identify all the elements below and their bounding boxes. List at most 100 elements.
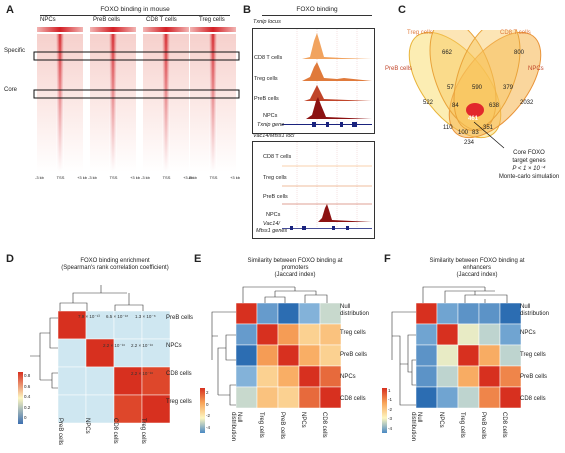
panel-f-col-1: NPCs — [438, 412, 444, 428]
panel-d-heatmap — [57, 310, 171, 428]
venn-count-110: 110 — [443, 125, 453, 131]
panel-a-letter: A — [6, 4, 14, 16]
heatmap-cell-e-2-1 — [256, 344, 279, 367]
venn-count-662: 662 — [442, 50, 453, 56]
venn-count-2032: 2032 — [520, 100, 534, 106]
panel-a-core-box — [33, 89, 240, 99]
venn-label-preb: PreB cells — [385, 66, 413, 72]
heatmap-cell-f-3-3 — [478, 365, 501, 388]
panel-b-locus2-frame — [252, 141, 375, 239]
venn-cd8-ellipse — [453, 30, 521, 131]
heatmap-cell-f-2-4 — [499, 344, 522, 367]
panel-f-row-0: Null — [520, 304, 531, 310]
panel-e-col-3: NPCs — [300, 412, 306, 428]
heatmap-cell-e-4-3 — [298, 386, 321, 409]
heatmap-cell-e-1-2 — [277, 323, 300, 346]
pvalue-6: 2.2 × 10⁻¹⁶ — [131, 371, 154, 376]
panel-f-col-4: CD8 cells — [501, 412, 507, 438]
panel-d-row-3: Treg cells — [166, 399, 192, 405]
panel-a-col-treg: Treg cells — [199, 17, 225, 23]
panel-e-row-1: Treg cells — [340, 330, 366, 336]
panel-e-letter: E — [194, 253, 202, 265]
panel-f-col-3: PreB cells — [480, 412, 486, 440]
heatmap-cell-e-4-0 — [235, 386, 258, 409]
heatmap-cell-f-1-3 — [478, 323, 501, 346]
panel-d-colorbar-ticks: 0.8 0.6 0.4 0.2 0 — [24, 373, 31, 420]
panel-e-row-0: Null — [340, 304, 351, 310]
heatmap-cell-f-2-2 — [457, 344, 480, 367]
venn-count-84: 84 — [452, 103, 459, 109]
pvalue-3: 1.3 × 10⁻⁸ — [135, 314, 156, 319]
heatmap-cell-d-3-2 — [113, 394, 143, 424]
heatmap-cell-d-0-1 — [85, 310, 115, 340]
panel-f-row-3: PreB cells — [520, 374, 548, 380]
panel-a-row-specific: Specific — [4, 48, 26, 54]
heatmap-cell-e-1-1 — [256, 323, 279, 346]
venn-count-522: 522 — [423, 100, 434, 106]
panel-e-row-dendrogram — [211, 311, 236, 406]
heatmap-cell-f-2-3 — [478, 344, 501, 367]
heatmap-cell-d-1-2 — [113, 338, 143, 368]
heatmap-cell-e-0-3 — [298, 302, 321, 325]
panel-a-title: FOXO binding in mouse — [100, 6, 170, 13]
txnip-cd8-track — [282, 33, 372, 59]
heatmap-cell-e-1-0 — [235, 323, 258, 346]
panel-f-col-0: Null distribution — [410, 412, 422, 442]
panel-b-l1-npcs: NPCs — [263, 113, 278, 119]
panel-d-title: FOXO binding enrichment (Spearman's rank … — [61, 258, 169, 271]
panel-f-row-4: CD8 cells — [520, 396, 546, 402]
heatmap-cell-e-0-0 — [235, 302, 258, 325]
heatmap-cell-e-4-2 — [277, 386, 300, 409]
heatmap-cell-f-0-0 — [415, 302, 438, 325]
heatmap-cell-d-2-1 — [85, 366, 115, 396]
panel-e-title: Similarity between FOXO binding at promot… — [247, 258, 343, 278]
heatmap-cell-f-3-0 — [415, 365, 438, 388]
panel-d-col-dendrogram — [59, 285, 144, 311]
panel-b-letter: B — [243, 4, 251, 16]
panel-e-col-1: Treg cells — [258, 412, 264, 438]
heatmap-cell-d-1-3 — [141, 338, 171, 368]
panel-c-pointer — [473, 121, 505, 149]
heatmap-cell-e-2-0 — [235, 344, 258, 367]
venn-count-461: 461 — [468, 116, 479, 122]
heatmap-cell-f-3-1 — [436, 365, 459, 388]
panel-a-title-rule — [40, 15, 230, 16]
heatmap-cell-d-1-1 — [85, 338, 115, 368]
heatmap-cell-e-3-0 — [235, 365, 258, 388]
panel-a-row-core: Core — [4, 87, 18, 93]
panel-d-row-dendrogram — [30, 317, 58, 389]
heatmap-cell-f-4-1 — [436, 386, 459, 409]
panel-e-col-4: CD8 cells — [321, 412, 327, 438]
heatmap-cell-e-3-4 — [319, 365, 342, 388]
panel-a-heatmap-npcs — [37, 27, 83, 172]
heatmap-cell-e-0-2 — [277, 302, 300, 325]
panel-a-ticks-treg: -3 kb TSS +3 kb — [188, 175, 240, 180]
panel-f-row-dendrogram — [391, 311, 416, 406]
heatmap-cell-d-2-2 — [113, 366, 143, 396]
heatmap-cell-e-2-3 — [298, 344, 321, 367]
panel-a-heatmap-cd8 — [143, 27, 189, 172]
heatmap-cell-e-4-4 — [319, 386, 342, 409]
panel-f-row-1: NPCs — [520, 330, 536, 336]
heatmap-cell-e-3-3 — [298, 365, 321, 388]
panel-e-col-2: PreB cells — [279, 412, 285, 440]
heatmap-cell-f-2-1 — [436, 344, 459, 367]
heatmap-cell-f-4-0 — [415, 386, 438, 409]
panel-b-l1-preb: PreB cells — [254, 96, 279, 102]
panel-d-colorbar — [18, 372, 23, 424]
heatmap-cell-f-4-4 — [499, 386, 522, 409]
panel-a-col-npcs: NPCs — [40, 17, 56, 23]
heatmap-cell-f-4-2 — [457, 386, 480, 409]
panel-f-colorbar — [382, 388, 387, 433]
panel-f-heatmap — [415, 302, 522, 413]
venn-core-highlight — [466, 103, 484, 117]
panel-e-col-dendrogram — [242, 286, 328, 303]
heatmap-cell-d-0-2 — [113, 310, 143, 340]
txnip-preb-track — [282, 85, 372, 101]
heatmap-cell-e-0-4 — [319, 302, 342, 325]
panel-e-row-0b: distribution — [340, 311, 370, 317]
panel-b-title: FOXO binding — [296, 6, 338, 13]
panel-b-l2-cd8: CD8 T cells — [263, 154, 292, 160]
panel-d-row-0: PreB cells — [166, 315, 194, 321]
